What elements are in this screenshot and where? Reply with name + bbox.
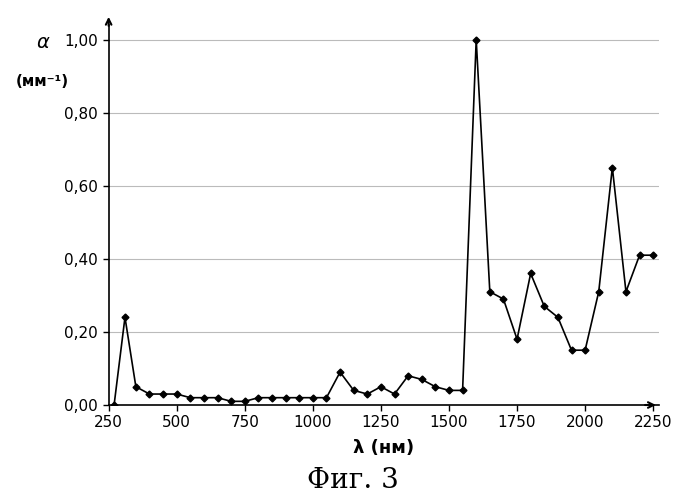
Text: α: α (36, 32, 49, 52)
Text: (мм⁻¹): (мм⁻¹) (16, 74, 69, 90)
Text: Фиг. 3: Фиг. 3 (307, 466, 399, 493)
X-axis label: λ (нм): λ (нм) (353, 439, 414, 457)
